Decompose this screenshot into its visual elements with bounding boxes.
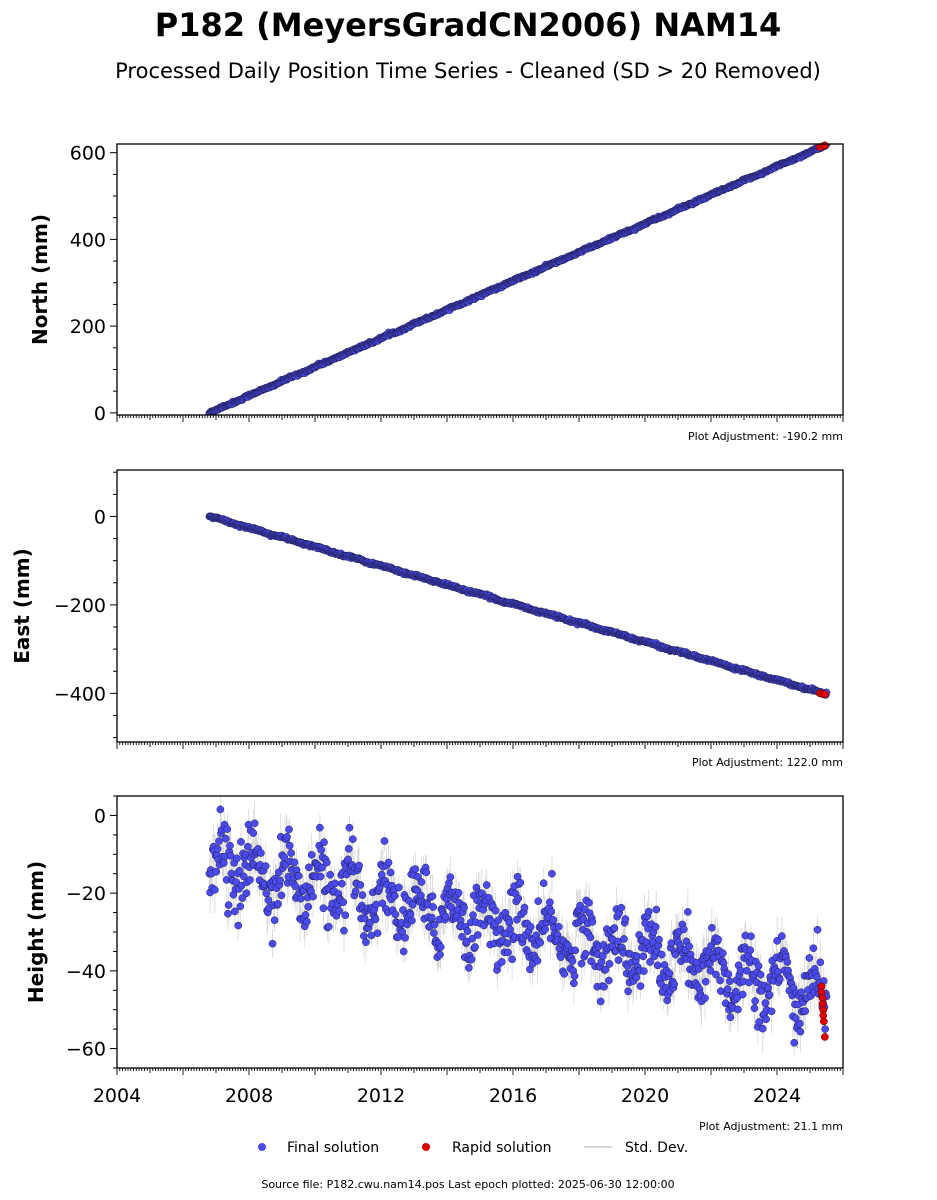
y-tick-label: 0 (94, 403, 106, 425)
east-axes: 0 −200 −400 (54, 469, 844, 749)
north-plot-adjustment: Plot Adjustment: -190.2 mm (688, 430, 843, 443)
y-tick-label: −200 (54, 595, 106, 617)
north-final-points (205, 144, 831, 415)
rapid-point (821, 690, 829, 699)
chart-title: P182 (MeyersGradCN2006) NAM14 (155, 6, 782, 44)
north-axes: 0 200 400 600 (70, 143, 844, 425)
east-axis-label: East (mm) (10, 548, 34, 664)
plot-frame (116, 469, 844, 743)
east-plot-adjustment: Plot Adjustment: 122.0 mm (692, 756, 843, 769)
y-tick-label: 600 (70, 143, 106, 165)
y-tick-label: 0 (94, 506, 106, 528)
north-panel: 0 200 400 600 North (mm) Plot Adjustment: -… (28, 141, 844, 443)
north-axis-label: North (mm) (28, 214, 52, 345)
chart-subtitle: Processed Daily Position Time Series - C… (115, 59, 821, 83)
y-tick-label: 200 (70, 316, 106, 338)
rapid-point (821, 141, 829, 150)
y-tick-label: 400 (70, 229, 106, 251)
y-tick-label: −400 (54, 683, 106, 705)
east-final-points (205, 512, 831, 699)
east-rapid-points (816, 689, 829, 699)
east-panel: 0 −200 −400 East (mm) Plot Adjustment: 122… (10, 469, 844, 769)
